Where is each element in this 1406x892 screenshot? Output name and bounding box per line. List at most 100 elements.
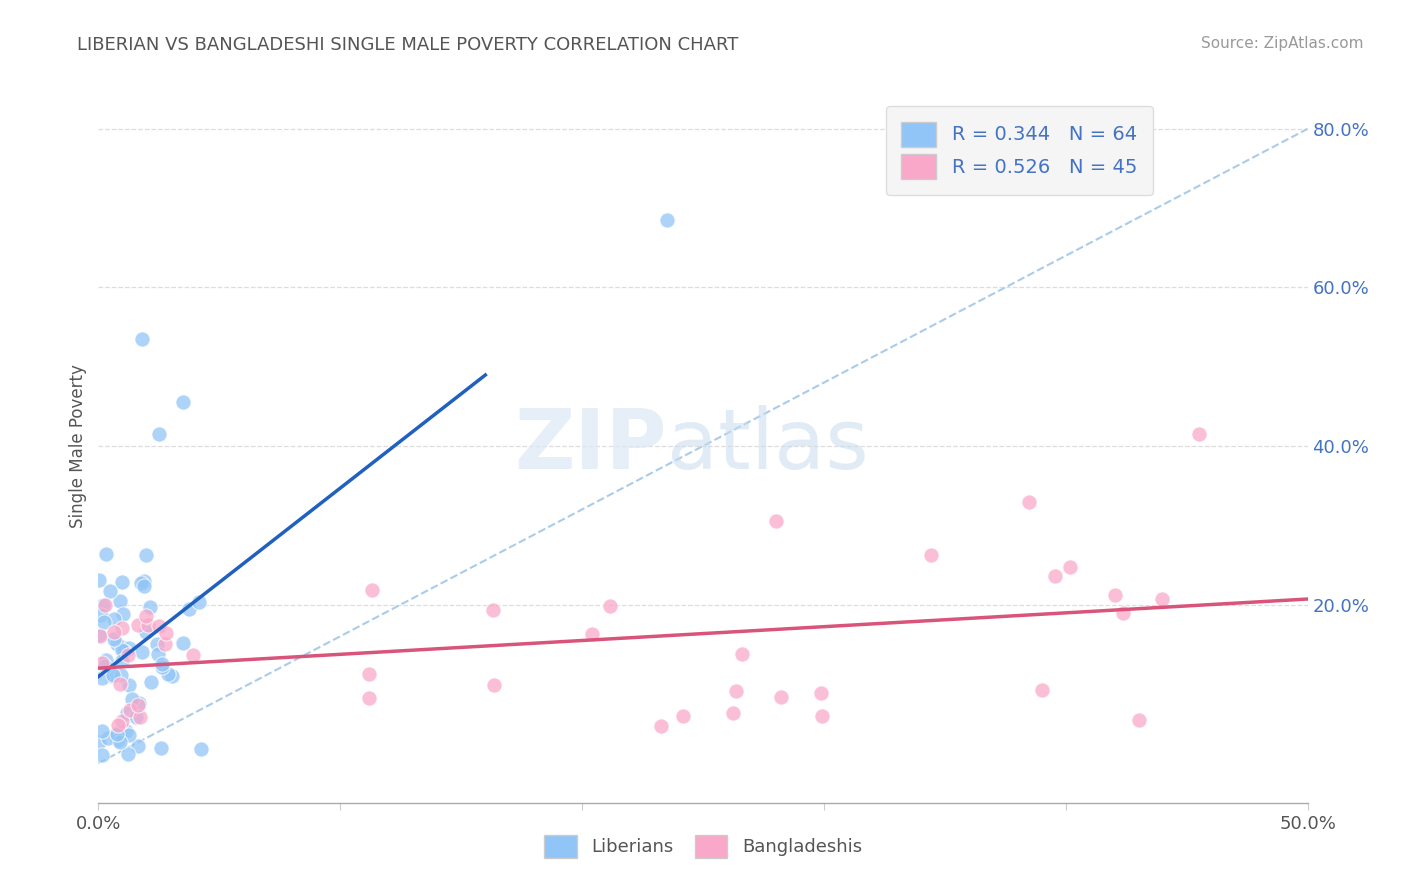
Point (148, 647, 170, 661)
Point (91, 724, 114, 739)
Point (150, 657, 173, 671)
Point (111, 640, 134, 654)
Point (117, 747, 139, 761)
Point (134, 579, 156, 593)
Point (139, 600, 162, 615)
Point (110, 667, 132, 681)
Point (357, 667, 380, 681)
Point (172, 636, 194, 650)
Point (118, 640, 141, 655)
Point (150, 740, 173, 755)
Point (105, 727, 128, 741)
Text: atlas: atlas (666, 406, 869, 486)
Text: Source: ZipAtlas.com: Source: ZipAtlas.com (1201, 36, 1364, 51)
Point (1059, 559, 1081, 574)
Point (112, 607, 135, 622)
Point (125, 710, 148, 724)
Point (811, 709, 834, 723)
Point (148, 427, 170, 442)
Point (120, 703, 142, 717)
Point (89, 629, 111, 643)
Point (131, 644, 153, 658)
Text: ZIP: ZIP (515, 406, 666, 486)
Point (94, 653, 117, 667)
Point (103, 625, 125, 640)
Point (112, 644, 135, 658)
Point (103, 632, 125, 647)
Point (93, 615, 115, 629)
Point (188, 595, 211, 609)
Point (97, 731, 120, 746)
Point (111, 714, 134, 728)
Point (128, 710, 150, 724)
Point (730, 647, 752, 661)
Point (181, 648, 204, 663)
Point (482, 678, 505, 692)
Point (93, 659, 115, 673)
Point (1018, 494, 1040, 508)
Point (110, 593, 132, 607)
Point (155, 626, 177, 640)
Point (89, 735, 111, 749)
Point (94, 547, 117, 561)
Point (105, 727, 128, 741)
Point (90, 748, 112, 763)
Point (110, 621, 132, 635)
Point (135, 548, 157, 562)
Point (581, 627, 603, 641)
Point (87, 573, 110, 587)
Point (1188, 427, 1211, 442)
Point (136, 618, 159, 632)
Point (157, 667, 180, 681)
Point (110, 735, 132, 749)
Point (148, 618, 170, 632)
Point (111, 574, 134, 589)
Point (725, 684, 748, 698)
Point (105, 638, 128, 652)
Point (94, 598, 117, 612)
Point (115, 706, 138, 720)
Point (1152, 592, 1174, 607)
Point (91, 671, 114, 685)
Point (721, 706, 744, 720)
Point (179, 602, 201, 616)
Point (131, 576, 153, 591)
Point (111, 642, 134, 657)
Point (108, 677, 131, 691)
Point (128, 696, 150, 710)
Point (190, 742, 212, 756)
Point (127, 698, 149, 712)
Point (107, 717, 129, 731)
Point (131, 332, 153, 346)
Point (141, 675, 163, 690)
Point (117, 648, 139, 663)
Point (132, 574, 155, 588)
Point (98, 584, 121, 599)
Point (920, 548, 942, 562)
Text: LIBERIAN VS BANGLADESHI SINGLE MALE POVERTY CORRELATION CHART: LIBERIAN VS BANGLADESHI SINGLE MALE POVE… (77, 36, 738, 54)
Point (127, 618, 149, 632)
Point (810, 686, 832, 700)
Point (1111, 607, 1133, 621)
Point (160, 669, 183, 683)
Point (172, 395, 194, 409)
Point (357, 691, 380, 706)
Point (1031, 683, 1053, 698)
Point (1104, 588, 1126, 602)
Point (599, 599, 621, 613)
Point (118, 728, 141, 742)
Point (101, 668, 124, 682)
Point (153, 637, 176, 651)
Point (672, 709, 695, 723)
Point (121, 691, 143, 706)
Point (770, 690, 793, 704)
Legend: Liberians, Bangladeshis: Liberians, Bangladeshis (537, 828, 869, 865)
Point (1043, 568, 1066, 582)
Point (135, 608, 157, 623)
Point (650, 719, 672, 733)
Point (765, 514, 787, 528)
Point (100, 669, 122, 683)
Point (103, 612, 125, 626)
Point (90, 607, 112, 622)
Point (150, 660, 173, 674)
